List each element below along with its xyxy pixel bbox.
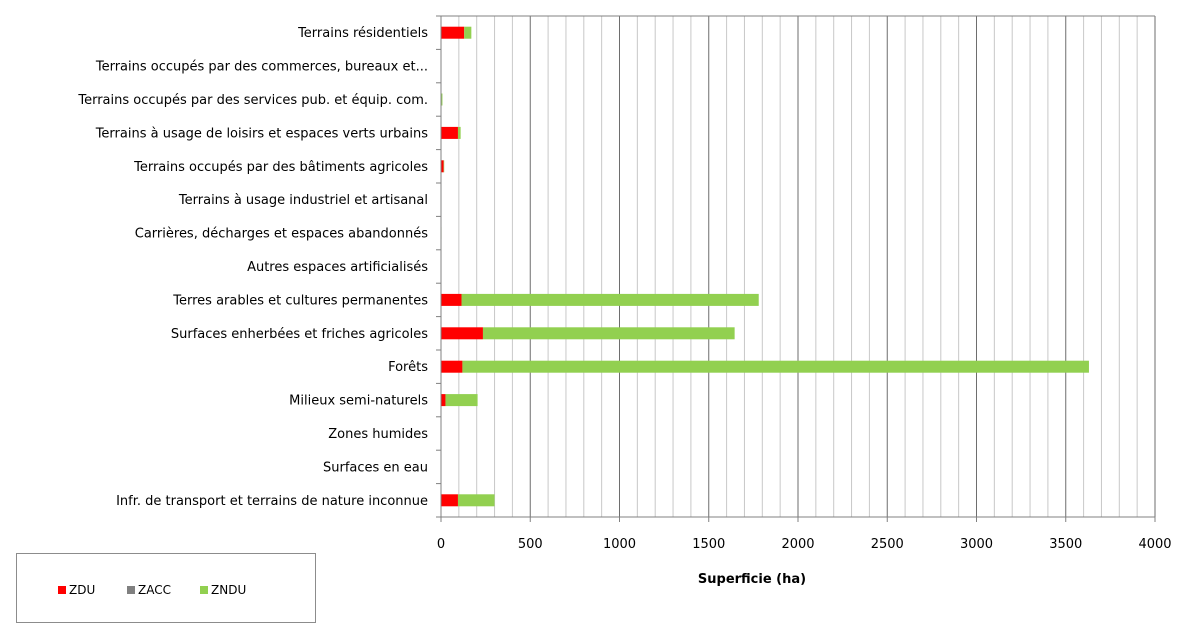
category-label: Terrains à usage industriel et artisanal <box>178 193 428 208</box>
category-label: Autres espaces artificialisés <box>247 260 428 275</box>
bar-zdu <box>441 127 458 139</box>
category-label: Milieux semi-naturels <box>289 394 428 409</box>
tick-labels: 0 500 1000 1500 2000 2500 3000 3500 4000 <box>437 537 1172 552</box>
legend-swatch <box>200 586 208 594</box>
bar-zndu <box>445 394 477 406</box>
category-label: Terrains occupés par des bâtiments agric… <box>133 160 428 175</box>
bar-zdu <box>441 27 464 39</box>
x-tick-label: 2500 <box>871 537 904 552</box>
legend: ZDU ZACC ZNDU <box>16 553 316 623</box>
bar-zndu <box>464 27 471 39</box>
bar-zndu <box>458 127 461 139</box>
axes <box>436 16 1155 522</box>
category-label: Forêts <box>388 360 428 375</box>
legend-swatch <box>127 586 135 594</box>
bar-zndu <box>462 294 759 306</box>
category-label: Terrains occupés par des services pub. e… <box>77 93 428 108</box>
legend-item-zacc: ZACC <box>127 583 171 597</box>
x-tick-label: 4000 <box>1138 537 1171 552</box>
category-label: Surfaces en eau <box>323 460 428 475</box>
bar-zndu <box>444 160 445 172</box>
legend-item-zdu: ZDU <box>58 583 95 597</box>
category-label: Terres arables et cultures permanentes <box>172 293 428 308</box>
x-tick-label: 0 <box>437 537 445 552</box>
bar-zdu <box>441 494 458 506</box>
bar-zdu <box>441 394 445 406</box>
gridlines <box>459 16 1155 517</box>
x-tick-label: 3000 <box>960 537 993 552</box>
category-label: Infr. de transport et terrains de nature… <box>116 494 428 509</box>
legend-swatch <box>58 586 66 594</box>
bar-zndu <box>458 494 495 506</box>
legend-item-zndu: ZNDU <box>200 583 246 597</box>
bar-zndu <box>483 327 735 339</box>
bar-zdu <box>441 361 462 373</box>
x-tick-label: 500 <box>518 537 543 552</box>
bar-zndu <box>462 361 1089 373</box>
category-label: Surfaces enherbées et friches agricoles <box>171 327 428 342</box>
x-tick-label: 2000 <box>781 537 814 552</box>
category-label: Zones humides <box>328 427 428 442</box>
bar-zdu <box>441 294 462 306</box>
x-axis-title: Superficie (ha) <box>698 572 806 587</box>
legend-label: ZDU <box>69 583 95 597</box>
x-tick-label: 3500 <box>1049 537 1082 552</box>
category-label: Terrains résidentiels <box>297 26 428 41</box>
category-label: Terrains à usage de loisirs et espaces v… <box>95 126 429 141</box>
category-labels: Terrains résidentiels Terrains occupés pa… <box>77 26 428 509</box>
category-label: Terrains occupés par des commerces, bure… <box>95 60 428 75</box>
legend-label: ZNDU <box>211 583 246 597</box>
x-tick-label: 1000 <box>603 537 636 552</box>
category-label: Carrières, décharges et espaces abandonn… <box>135 227 428 242</box>
bar-zndu <box>442 94 443 106</box>
legend-label: ZACC <box>138 583 171 597</box>
bars <box>441 27 1089 507</box>
x-tick-label: 1500 <box>692 537 725 552</box>
bar-zdu <box>441 327 483 339</box>
